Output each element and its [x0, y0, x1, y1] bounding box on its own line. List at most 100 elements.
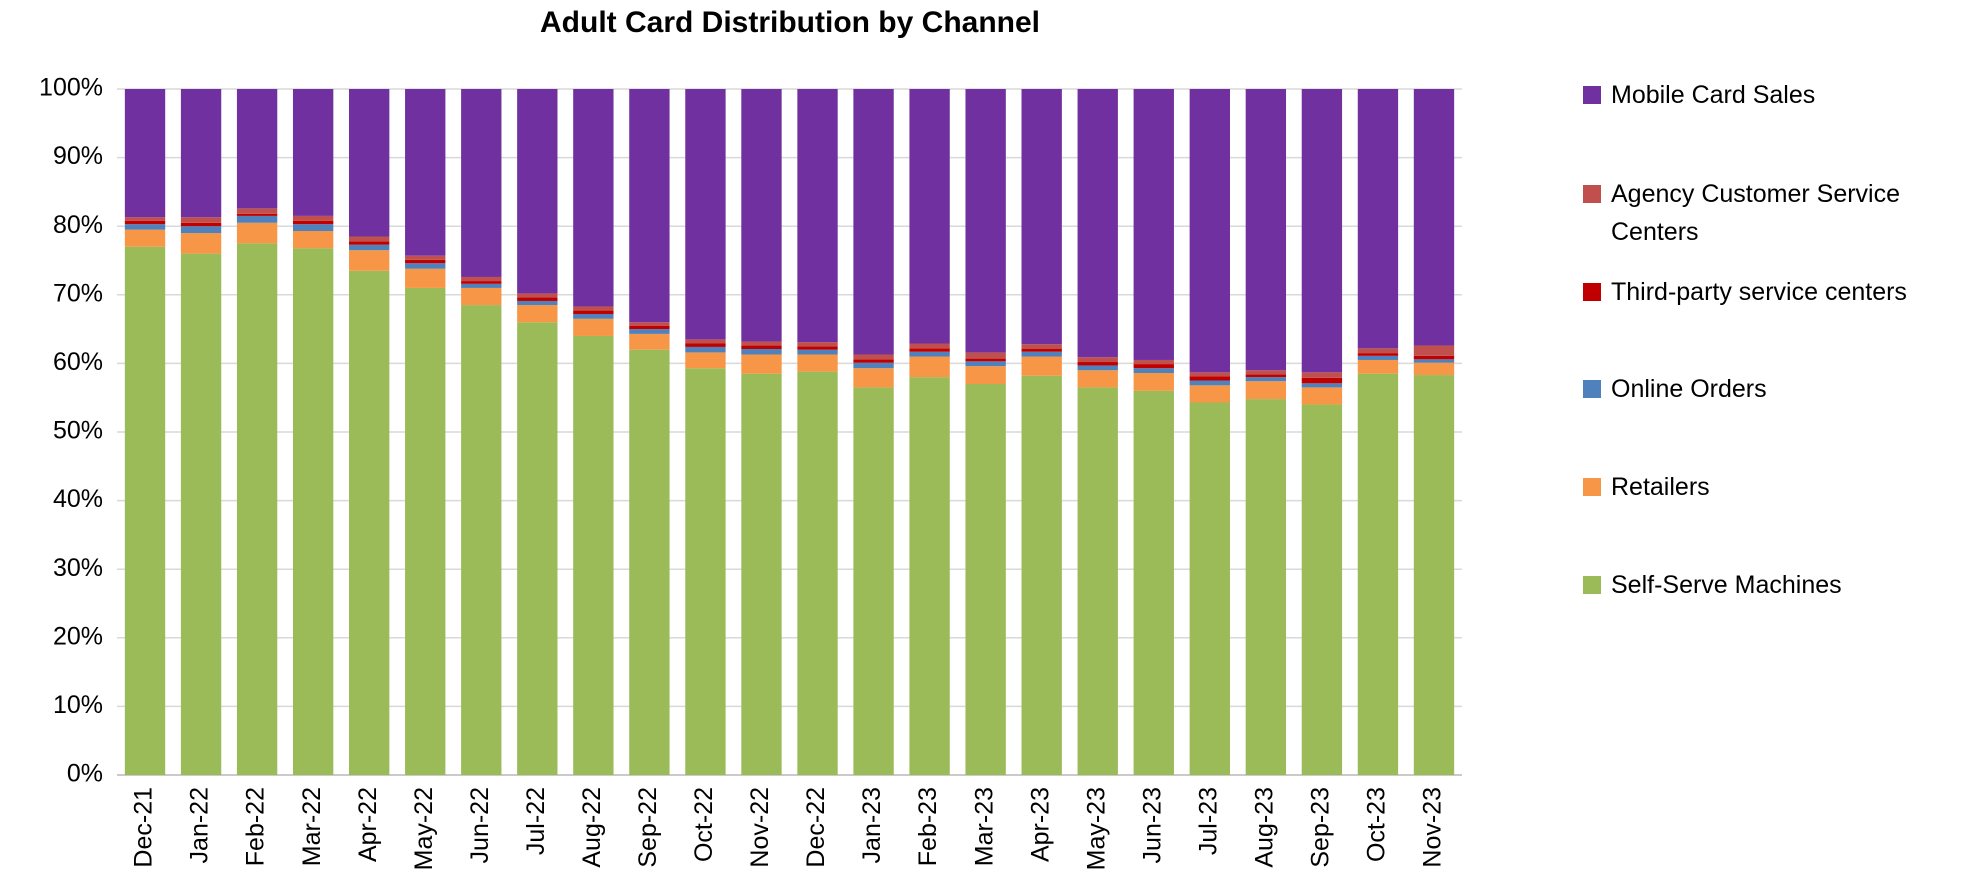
- bar-segment: [629, 89, 670, 323]
- bar-segment: [1245, 381, 1287, 400]
- bar-segment: [292, 220, 334, 225]
- x-tick-label: May-22: [410, 787, 438, 870]
- chart-title: Adult Card Distribution by Channel: [540, 6, 1040, 39]
- bar-segment: [909, 351, 950, 357]
- bar-segment: [180, 226, 222, 234]
- bar-segment: [573, 89, 614, 307]
- bar-segment: [1133, 364, 1174, 369]
- bar-segment: [124, 224, 166, 230]
- legend-swatch: [1583, 380, 1601, 398]
- bar-segment: [797, 371, 838, 775]
- bar-segment: [1301, 377, 1343, 384]
- bar-segment: [517, 89, 558, 294]
- bar-segment: [965, 89, 1006, 353]
- bar-segment: [124, 229, 166, 247]
- bar-segment: [1357, 348, 1399, 354]
- y-tick-label: 50%: [53, 417, 103, 445]
- bar-segment: [180, 253, 222, 775]
- bar-segment: [349, 250, 390, 271]
- bar-segment: [517, 300, 558, 306]
- bar-segment: [909, 343, 950, 349]
- bar-segment: [461, 281, 502, 284]
- bar-segment: [405, 263, 446, 269]
- bar-segment: [629, 329, 670, 334]
- legend-label: Third-party service centers: [1611, 278, 1907, 306]
- bar-segment: [1021, 89, 1062, 345]
- bar-segment: [1357, 89, 1399, 349]
- x-tick-label: Oct-23: [1363, 787, 1391, 862]
- bar-segment: [1077, 387, 1118, 775]
- bar-segment: [349, 89, 390, 237]
- x-tick-label: Jun-22: [466, 787, 494, 863]
- bar-segment: [853, 368, 894, 388]
- bar-segment: [685, 343, 726, 347]
- bar-segment: [573, 318, 614, 336]
- bar-segment: [629, 325, 670, 330]
- bar-segment: [1077, 362, 1118, 366]
- x-tick-label: Mar-23: [970, 787, 998, 866]
- legend-label: Retailers: [1611, 473, 1710, 501]
- bar-segment: [292, 224, 334, 232]
- bar-segment: [1021, 351, 1062, 357]
- bar-segment: [1133, 359, 1174, 365]
- x-tick-label: Sep-22: [634, 787, 662, 868]
- bar-segment: [965, 366, 1006, 384]
- bar-segment: [236, 243, 278, 776]
- x-tick-label: Jul-22: [522, 787, 550, 855]
- bar-segment: [1245, 377, 1287, 382]
- bar-segment: [1357, 359, 1399, 374]
- bar-segment: [405, 268, 446, 288]
- bar-segment: [1021, 344, 1062, 349]
- legend-label: Mobile Card Sales: [1611, 81, 1816, 109]
- bar-segment: [685, 339, 726, 344]
- bar-segment: [236, 222, 278, 244]
- bar-segment: [517, 293, 558, 298]
- legend-swatch: [1583, 86, 1601, 104]
- bar-segment: [965, 361, 1006, 367]
- bar-segment: [236, 89, 278, 209]
- legend-swatch: [1583, 283, 1601, 301]
- bar-segment: [292, 248, 334, 776]
- bar-segment: [1133, 89, 1174, 360]
- x-tick-label: Dec-21: [130, 787, 158, 868]
- bar-segment: [1189, 89, 1230, 373]
- bar-segment: [1133, 390, 1174, 775]
- x-tick-label: Jul-23: [1194, 787, 1222, 855]
- bar-segment: [349, 236, 390, 242]
- bar-segment: [1301, 387, 1343, 405]
- bar-segment: [1413, 375, 1455, 775]
- bar-segment: [1133, 373, 1174, 391]
- y-tick-label: 0%: [67, 760, 103, 788]
- y-tick-label: 80%: [53, 211, 103, 239]
- bar-segment: [405, 259, 446, 264]
- bar-segment: [573, 310, 614, 315]
- legend-item: Mobile Card Sales: [1583, 76, 1973, 114]
- x-tick-label: Dec-22: [802, 787, 830, 868]
- legend-item: Online Orders: [1583, 370, 1973, 408]
- bar-segment: [180, 217, 222, 223]
- bar-segment: [517, 297, 558, 301]
- y-tick-label: 10%: [53, 691, 103, 719]
- bar-segment: [1077, 89, 1118, 358]
- bar-segment: [1357, 373, 1399, 775]
- bar-segment: [629, 333, 670, 350]
- bar-segment: [909, 348, 950, 352]
- x-tick-label: Nov-22: [746, 787, 774, 868]
- bar-segment: [1077, 365, 1118, 371]
- bar-segment: [1357, 355, 1399, 360]
- bar-segment: [1021, 348, 1062, 352]
- bar-segment: [124, 89, 166, 218]
- y-tick-label: 70%: [53, 279, 103, 307]
- bar-segment: [236, 213, 278, 216]
- bar-segment: [909, 356, 950, 378]
- bar-segment: [909, 377, 950, 775]
- bar-segment: [1301, 404, 1343, 775]
- bar-segment: [349, 244, 390, 251]
- bar-segment: [797, 346, 838, 350]
- bar-segment: [685, 346, 726, 353]
- bar-segment: [1413, 345, 1455, 356]
- bar-segment: [1301, 383, 1343, 388]
- bar-segment: [405, 89, 446, 256]
- bar-segment: [853, 354, 894, 360]
- y-tick-label: 60%: [53, 348, 103, 376]
